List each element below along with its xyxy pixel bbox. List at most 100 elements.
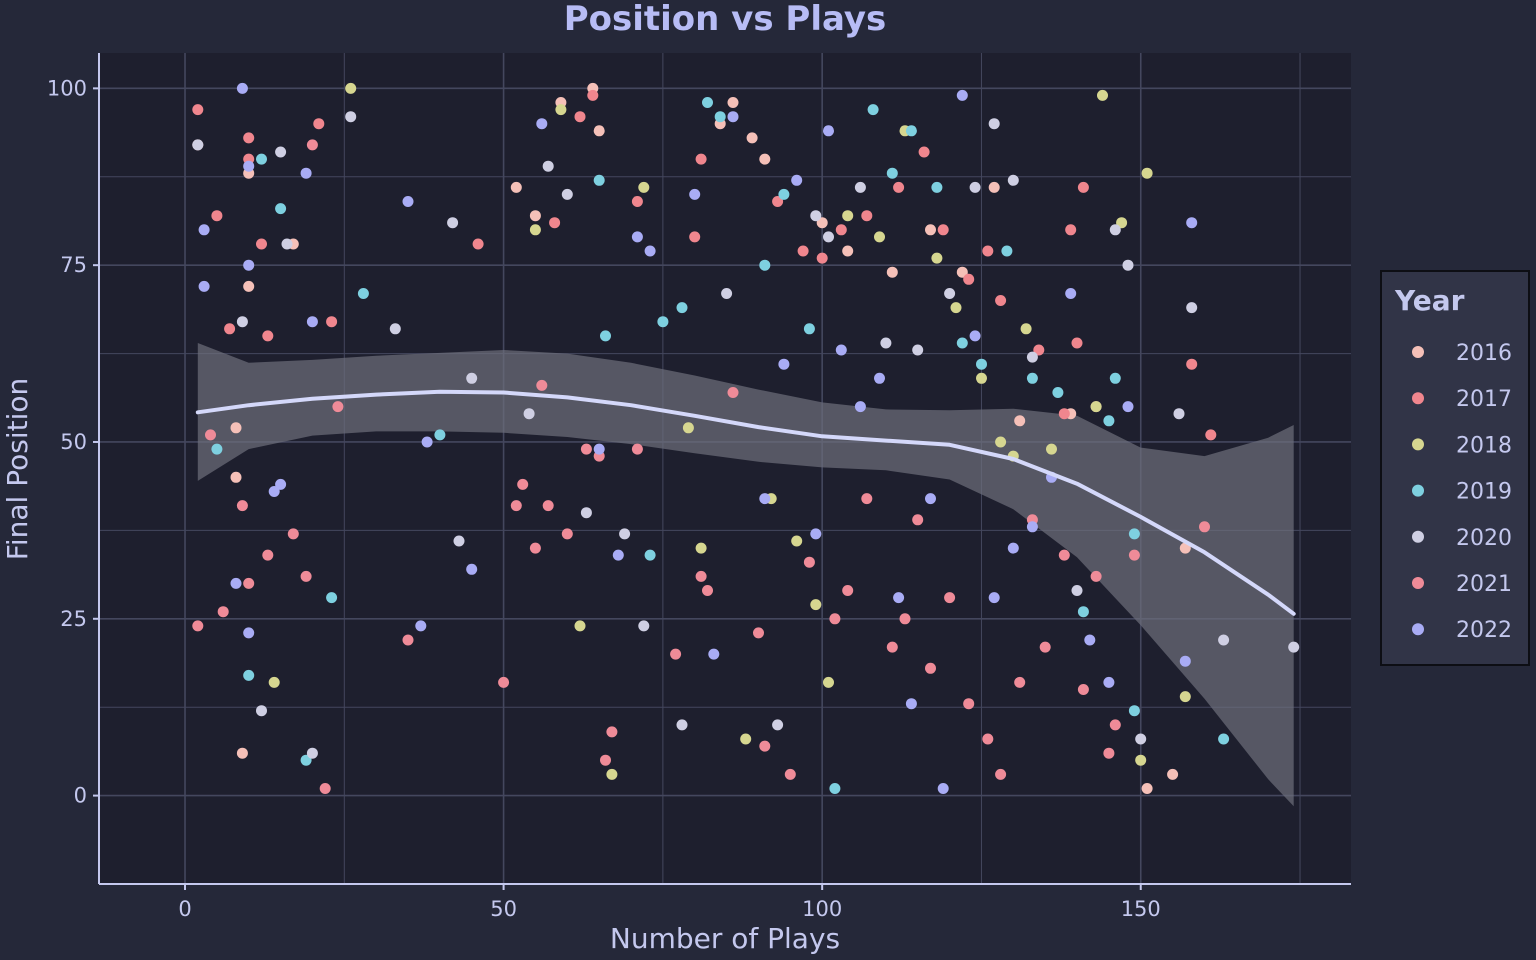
point-2021	[300, 570, 312, 582]
point-2018	[976, 372, 987, 384]
point-2018	[1046, 443, 1057, 455]
point-2021	[631, 443, 643, 455]
point-2020	[988, 118, 1000, 130]
point-2019	[1109, 372, 1121, 384]
point-2021	[517, 478, 529, 490]
point-2019	[976, 358, 987, 370]
point-2021	[217, 606, 229, 618]
point-2017	[326, 316, 338, 328]
point-2017	[1058, 408, 1070, 420]
point-2018	[682, 422, 694, 434]
point-2019	[931, 181, 943, 193]
point-2018	[931, 252, 943, 264]
point-2022	[1065, 288, 1077, 299]
point-2018	[740, 733, 752, 745]
point-2017	[695, 153, 707, 165]
point-2019	[1026, 372, 1038, 384]
point-2020	[772, 719, 784, 731]
point-2016	[886, 266, 898, 278]
point-2016	[816, 217, 828, 229]
point-2017	[1205, 429, 1217, 441]
point-2019	[1103, 415, 1115, 427]
point-2018	[695, 542, 707, 554]
point-2020	[523, 408, 535, 420]
point-2022	[727, 111, 739, 123]
point-2016	[1167, 768, 1179, 780]
point-2021	[1128, 549, 1140, 561]
x-axis-label: Number of Plays	[610, 922, 840, 955]
point-2022	[1122, 401, 1134, 413]
point-2020	[1288, 641, 1300, 653]
point-2021	[319, 783, 331, 794]
point-2017	[192, 104, 204, 116]
point-2017	[893, 181, 905, 193]
point-2022	[791, 174, 803, 186]
point-2022	[925, 493, 936, 505]
point-2021	[842, 585, 854, 596]
point-2022	[778, 358, 790, 370]
point-2021	[912, 514, 924, 526]
point-2021	[727, 387, 739, 398]
y-tick-label: 100	[47, 76, 87, 100]
point-2021	[542, 500, 554, 512]
point-2017	[1186, 358, 1198, 370]
point-2020	[912, 344, 924, 356]
point-2020	[561, 188, 573, 200]
point-2017	[918, 146, 930, 158]
point-2019	[803, 323, 815, 335]
point-2021	[332, 401, 344, 413]
legend-swatch-2017	[1412, 392, 1424, 405]
point-2020	[389, 323, 401, 335]
point-2016	[529, 210, 541, 222]
point-2022	[466, 563, 478, 575]
point-2019	[1128, 528, 1140, 540]
point-2021	[925, 662, 936, 674]
point-2022	[402, 196, 414, 207]
point-2017	[243, 132, 255, 144]
point-2021	[886, 641, 898, 653]
point-2020	[854, 181, 866, 193]
legend-label-2021: 2021	[1456, 572, 1512, 597]
point-2022	[1186, 217, 1198, 229]
point-2021	[753, 627, 764, 639]
legend-label-2022: 2022	[1456, 618, 1512, 643]
point-2019	[300, 754, 312, 766]
point-2022	[1026, 521, 1038, 533]
point-2022	[644, 245, 656, 257]
point-2019	[357, 288, 369, 299]
point-2022	[300, 167, 312, 179]
point-2022	[593, 443, 605, 455]
point-2022	[969, 330, 981, 342]
point-2022	[306, 316, 318, 328]
point-2017	[549, 217, 561, 229]
point-2017	[816, 252, 828, 264]
point-2017	[963, 273, 975, 285]
point-2019	[829, 783, 841, 794]
point-2020	[880, 337, 892, 349]
point-2018	[874, 231, 885, 243]
point-2021	[803, 556, 815, 568]
point-2018	[268, 676, 280, 688]
confidence-band	[197, 343, 1294, 807]
point-2022	[1007, 542, 1019, 554]
point-2018	[791, 535, 803, 547]
point-2021	[982, 733, 994, 745]
point-2019	[593, 174, 605, 186]
point-2021	[702, 585, 713, 596]
point-2016	[230, 422, 242, 434]
point-2020	[1186, 302, 1198, 314]
point-2022	[631, 231, 643, 243]
point-2017	[1077, 181, 1089, 193]
point-2016	[236, 747, 248, 759]
point-2022	[708, 648, 720, 660]
point-2018	[345, 82, 357, 94]
point-2018	[1097, 89, 1108, 101]
point-2018	[1141, 167, 1153, 179]
legend-label-2019: 2019	[1456, 480, 1512, 505]
point-2019	[243, 669, 255, 681]
point-2018	[574, 620, 586, 632]
trend-line	[195, 389, 1296, 616]
point-2016	[1014, 415, 1026, 427]
data-points	[192, 82, 1300, 794]
point-2022	[1179, 655, 1191, 667]
